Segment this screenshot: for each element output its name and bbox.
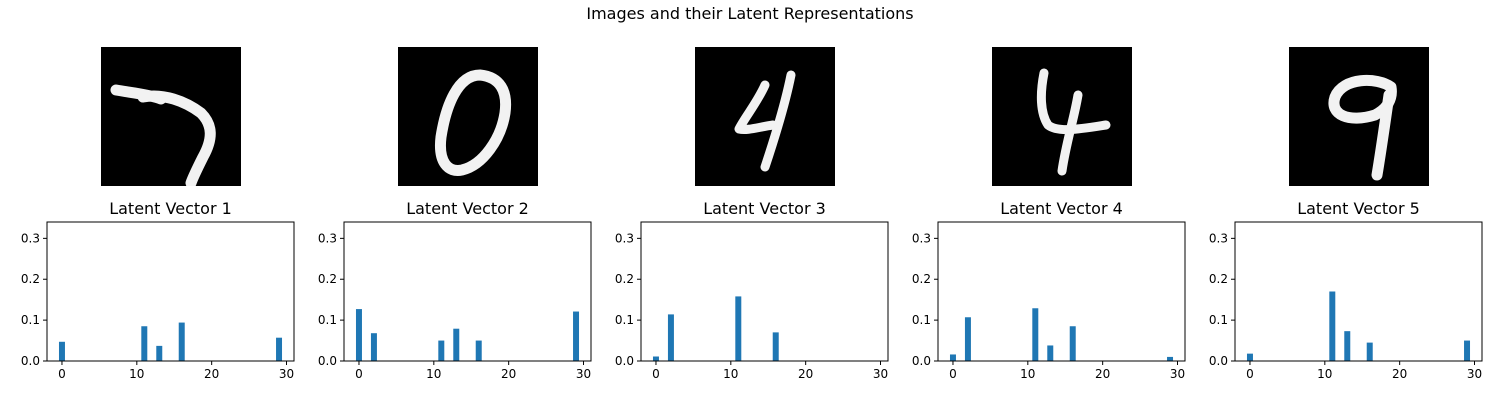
y-tick-label: 0.1 xyxy=(1209,313,1228,327)
digit-stroke-4c xyxy=(1036,68,1111,135)
bar xyxy=(178,322,185,361)
bar xyxy=(1032,308,1039,361)
chart-title: Latent Vector 4 xyxy=(1000,199,1123,218)
bar xyxy=(1464,340,1471,361)
x-tick-label: 0 xyxy=(652,367,660,381)
y-tick-label: 0.2 xyxy=(21,272,40,286)
latent-chart-4: Latent Vector 4 0 10 20 30 0.0 0.1 0.2 0.3 xyxy=(912,199,1186,381)
x-tick-label: 0 xyxy=(58,367,66,381)
bar xyxy=(1069,326,1076,361)
x-tick-label: 20 xyxy=(798,367,813,381)
bar xyxy=(355,309,362,361)
bar xyxy=(156,345,163,361)
x-tick-label: 20 xyxy=(1095,367,1110,381)
bar xyxy=(1329,291,1336,361)
x-tick-label: 10 xyxy=(723,367,738,381)
digit-image-3 xyxy=(695,47,835,186)
bar xyxy=(453,328,460,361)
chart-title: Latent Vector 2 xyxy=(406,199,529,218)
y-tick-label: 0.1 xyxy=(21,313,40,327)
bar xyxy=(1167,356,1174,361)
digit-stroke-4a xyxy=(734,80,778,134)
y-tick-label: 0.2 xyxy=(318,272,337,286)
x-tick-label: 20 xyxy=(1392,367,1407,381)
bar xyxy=(772,332,779,361)
y-tick-label: 0.1 xyxy=(912,313,931,327)
axes-frame xyxy=(343,221,592,362)
digit-stroke-0 xyxy=(434,69,512,176)
digit-image-2 xyxy=(398,47,538,186)
axes-frame xyxy=(640,221,889,362)
x-tick-label: 30 xyxy=(1170,367,1185,381)
digit-image-5 xyxy=(1289,47,1429,186)
y-tick-label: 0.3 xyxy=(1209,231,1228,245)
y-tick-label: 0.3 xyxy=(615,231,634,245)
axes-frame xyxy=(937,221,1186,362)
latent-chart-2: Latent Vector 2 0 10 20 30 0.0 0.1 0.2 0.3 xyxy=(318,199,592,381)
y-tick-label: 0.1 xyxy=(615,313,634,327)
y-tick-label: 0.0 xyxy=(912,354,931,368)
x-tick-label: 30 xyxy=(1467,367,1482,381)
y-tick-label: 0.2 xyxy=(615,272,634,286)
bar xyxy=(735,296,742,361)
x-tick-label: 0 xyxy=(949,367,957,381)
digit-stroke-9b xyxy=(1371,89,1395,181)
latent-chart-5: Latent Vector 5 0 10 20 30 0.0 0.1 0.2 0.3 xyxy=(1209,199,1483,381)
bar xyxy=(1246,353,1253,361)
x-tick-label: 10 xyxy=(426,367,441,381)
y-tick-label: 0.2 xyxy=(912,272,931,286)
digit-stroke-4b xyxy=(760,70,796,172)
latent-chart-1: Latent Vector 1 0 10 20 30 0.0 0.1 0.2 0.3 xyxy=(21,199,295,381)
bar xyxy=(964,317,971,361)
y-tick-label: 0.0 xyxy=(1209,354,1228,368)
figure-title: Images and their Latent Representations xyxy=(586,4,914,23)
x-tick-label: 10 xyxy=(1317,367,1332,381)
x-tick-label: 20 xyxy=(204,367,219,381)
bar xyxy=(652,356,659,361)
x-tick-label: 30 xyxy=(279,367,294,381)
y-tick-label: 0.3 xyxy=(318,231,337,245)
x-tick-label: 0 xyxy=(355,367,363,381)
digit-stroke-7 xyxy=(110,84,216,186)
chart-title: Latent Vector 1 xyxy=(109,199,232,218)
y-tick-label: 0.3 xyxy=(912,231,931,245)
y-tick-label: 0.0 xyxy=(21,354,40,368)
x-tick-label: 0 xyxy=(1246,367,1254,381)
digit-image-1 xyxy=(101,47,241,186)
chart-title: Latent Vector 3 xyxy=(703,199,826,218)
digit-image-4 xyxy=(992,47,1132,186)
y-tick-label: 0.2 xyxy=(1209,272,1228,286)
axes-frame xyxy=(46,221,295,362)
bar xyxy=(667,314,674,361)
bar xyxy=(58,341,65,361)
x-tick-label: 10 xyxy=(129,367,144,381)
axes-frame xyxy=(1234,221,1483,362)
y-tick-label: 0.0 xyxy=(318,354,337,368)
bar xyxy=(1344,331,1351,361)
bar xyxy=(370,333,377,361)
bar xyxy=(475,340,482,361)
x-tick-label: 10 xyxy=(1020,367,1035,381)
bar xyxy=(141,326,148,361)
y-tick-label: 0.0 xyxy=(615,354,634,368)
bar xyxy=(438,340,445,361)
bar xyxy=(1047,345,1054,361)
bar xyxy=(276,337,283,361)
bar xyxy=(1366,342,1373,361)
y-tick-label: 0.3 xyxy=(21,231,40,245)
x-tick-label: 30 xyxy=(873,367,888,381)
latent-chart-3: Latent Vector 3 0 10 20 30 0.0 0.1 0.2 0.3 xyxy=(615,199,889,381)
bar xyxy=(573,311,580,361)
x-tick-label: 20 xyxy=(501,367,516,381)
digit-stroke-4d xyxy=(1057,90,1083,176)
y-tick-label: 0.1 xyxy=(318,313,337,327)
bar xyxy=(949,354,956,361)
chart-title: Latent Vector 5 xyxy=(1297,199,1420,218)
x-tick-label: 30 xyxy=(576,367,591,381)
